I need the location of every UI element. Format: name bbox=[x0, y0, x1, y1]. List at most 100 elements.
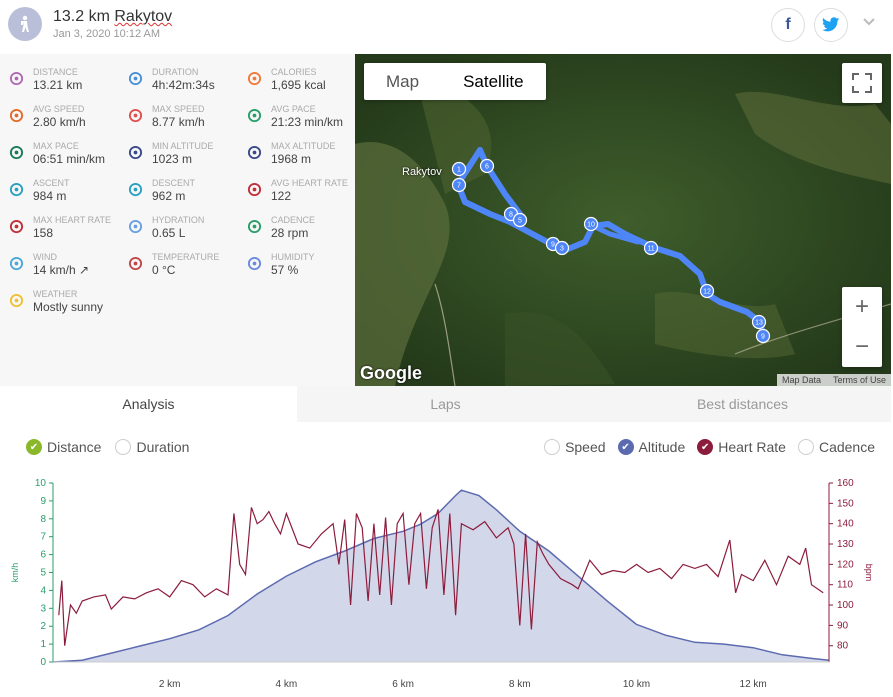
activity-datetime: Jan 3, 2020 10:12 AM bbox=[53, 28, 161, 40]
route-marker-label: 7 bbox=[457, 183, 461, 190]
header: 13.2 km Rakytov Jan 3, 2020 10:12 AM f bbox=[0, 0, 893, 54]
route-marker-label: 9 bbox=[551, 242, 555, 249]
toggle-duration[interactable]: Duration bbox=[115, 439, 189, 455]
toggle-cadence[interactable]: Cadence bbox=[797, 439, 875, 455]
stat-value: 1023 m bbox=[152, 152, 193, 166]
stat-label: WIND bbox=[33, 252, 57, 262]
route-marker-label: 13 bbox=[755, 320, 763, 327]
checkmark-icon: ✔ bbox=[697, 439, 714, 455]
stat-max-pace: MAX PACE 06:51 min/km bbox=[8, 138, 123, 172]
zoom-in-button[interactable]: + bbox=[854, 293, 869, 320]
route-map[interactable]: 1 6 7 8 5 9 3 10 11 12 13 9 Rakytov Map Satellite +… bbox=[355, 54, 891, 386]
toggle-speed[interactable]: Speed bbox=[544, 439, 606, 455]
stat-value: 0 °C bbox=[152, 263, 176, 277]
speedometer-icon bbox=[8, 107, 24, 123]
stat-label: TEMPERATURE bbox=[152, 252, 220, 262]
left-axis-label: km/h bbox=[10, 563, 20, 583]
stat-value: 962 m bbox=[152, 189, 186, 203]
left-tick-label: 9 bbox=[40, 496, 46, 507]
heart-icon bbox=[246, 181, 262, 197]
stat-label: HUMIDITY bbox=[271, 252, 315, 262]
facebook-share-button[interactable]: f bbox=[771, 8, 805, 42]
expand-chevron-icon[interactable] bbox=[862, 14, 876, 32]
zoom-controls: + − bbox=[842, 287, 882, 367]
map-type-satellite-button[interactable]: Satellite bbox=[463, 72, 524, 91]
stat-value: 1,695 kcal bbox=[271, 78, 326, 92]
stat-duration: DURATION 4h:42m:34s bbox=[127, 64, 242, 98]
toggle-label: Altitude bbox=[638, 439, 686, 455]
tab-analysis[interactable]: Analysis bbox=[0, 386, 297, 422]
stat-value: 4h:42m:34s bbox=[152, 78, 215, 92]
twitter-share-button[interactable] bbox=[814, 8, 848, 42]
stat-value: 21:23 min/km bbox=[271, 115, 344, 129]
terms-of-use-link[interactable]: Terms of Use bbox=[832, 375, 886, 385]
map-data-link[interactable]: Map Data bbox=[781, 375, 821, 385]
sun-icon bbox=[8, 292, 24, 308]
analysis-tabs: Analysis Laps Best distances bbox=[0, 386, 891, 422]
route-marker[interactable]: 10 bbox=[583, 216, 599, 232]
title-distance: 13.2 km bbox=[53, 8, 110, 25]
route-marker-label: 9 bbox=[761, 334, 765, 341]
left-tick-label: 8 bbox=[40, 514, 46, 525]
zoom-out-button[interactable]: − bbox=[854, 333, 869, 360]
route-marker[interactable]: 7 bbox=[451, 177, 467, 193]
activity-title: 13.2 km Rakytov bbox=[53, 8, 172, 26]
stat-avg-speed: AVG SPEED 2.80 km/h bbox=[8, 101, 123, 135]
stat-avg-pace: AVG PACE 21:23 min/km bbox=[246, 101, 361, 135]
toggle-distance[interactable]: ✔ Distance bbox=[26, 439, 101, 455]
left-tick-label: 0 bbox=[40, 657, 46, 668]
route-marker-label: 10 bbox=[587, 222, 595, 229]
map-type-map-button[interactable]: Map bbox=[386, 72, 420, 91]
stat-max-speed: MAX SPEED 8.77 km/h bbox=[127, 101, 242, 135]
stat-value: 8.77 km/h bbox=[152, 115, 205, 129]
x-tick-label: 2 km bbox=[159, 679, 181, 690]
stat-ascent: ASCENT 984 m bbox=[8, 175, 123, 209]
route-marker-label: 3 bbox=[560, 246, 564, 253]
stat-humidity: HUMIDITY 57 % bbox=[246, 249, 361, 283]
route-marker[interactable]: 11 bbox=[643, 240, 659, 256]
heart-icon bbox=[8, 218, 24, 234]
stat-max-heart-rate: MAX HEART RATE 158 bbox=[8, 212, 123, 246]
altitude-line bbox=[52, 489, 830, 663]
x-axis-toggles: ✔ Distance Duration bbox=[26, 439, 189, 455]
route-marker[interactable]: 13 bbox=[751, 314, 767, 330]
stat-distance: DISTANCE 13.21 km bbox=[8, 64, 123, 98]
right-tick-label: 160 bbox=[837, 478, 854, 489]
stat-value: 13.21 km bbox=[33, 78, 83, 92]
route-marker[interactable]: 12 bbox=[699, 283, 715, 299]
tab-laps[interactable]: Laps bbox=[297, 386, 594, 422]
route-marker-label: 1 bbox=[457, 167, 461, 174]
stat-label: MIN ALTITUDE bbox=[152, 141, 214, 151]
right-tick-label: 100 bbox=[837, 600, 854, 611]
toggle-label: Speed bbox=[565, 439, 606, 455]
route-marker[interactable]: 6 bbox=[479, 158, 495, 174]
stat-descent: DESCENT 962 m bbox=[127, 175, 242, 209]
checkmark-icon: ✔ bbox=[26, 439, 42, 455]
right-tick-label: 150 bbox=[837, 498, 854, 509]
stat-label: DISTANCE bbox=[33, 67, 78, 77]
stat-label: DURATION bbox=[152, 67, 199, 77]
route-marker[interactable]: 1 bbox=[451, 161, 467, 177]
fullscreen-button[interactable] bbox=[842, 63, 882, 103]
humidity-icon bbox=[246, 255, 262, 271]
facebook-icon: f bbox=[785, 16, 791, 33]
x-tick-label: 8 km bbox=[509, 679, 531, 690]
stat-label: AVG HEART RATE bbox=[271, 178, 348, 188]
right-tick-label: 140 bbox=[837, 519, 854, 530]
route-marker-label: 5 bbox=[518, 218, 522, 225]
route-marker[interactable]: 5 bbox=[512, 212, 528, 228]
route-marker[interactable]: 3 bbox=[554, 240, 570, 256]
checkmark-icon: ✔ bbox=[617, 439, 634, 455]
analysis-chart-svg: 0 1 2 3 4 5 6 7 8 9 10 80 90 100 110 120 130 140 150 160 2 k… bbox=[10, 478, 874, 690]
tab-best-distances[interactable]: Best distances bbox=[594, 386, 891, 422]
series-toggles: Speed ✔ Altitude ✔ Heart Rate Cadence bbox=[544, 439, 875, 455]
toggle-heart-rate[interactable]: ✔ Heart Rate bbox=[697, 439, 786, 455]
drops-icon bbox=[127, 218, 143, 234]
stat-label: AVG SPEED bbox=[33, 104, 85, 114]
fullscreen-icon bbox=[852, 73, 872, 93]
route-marker-label: 12 bbox=[703, 289, 711, 296]
x-tick-label: 10 km bbox=[623, 679, 650, 690]
toggle-altitude[interactable]: ✔ Altitude bbox=[617, 439, 686, 455]
route-marker[interactable]: 9 bbox=[755, 328, 771, 344]
